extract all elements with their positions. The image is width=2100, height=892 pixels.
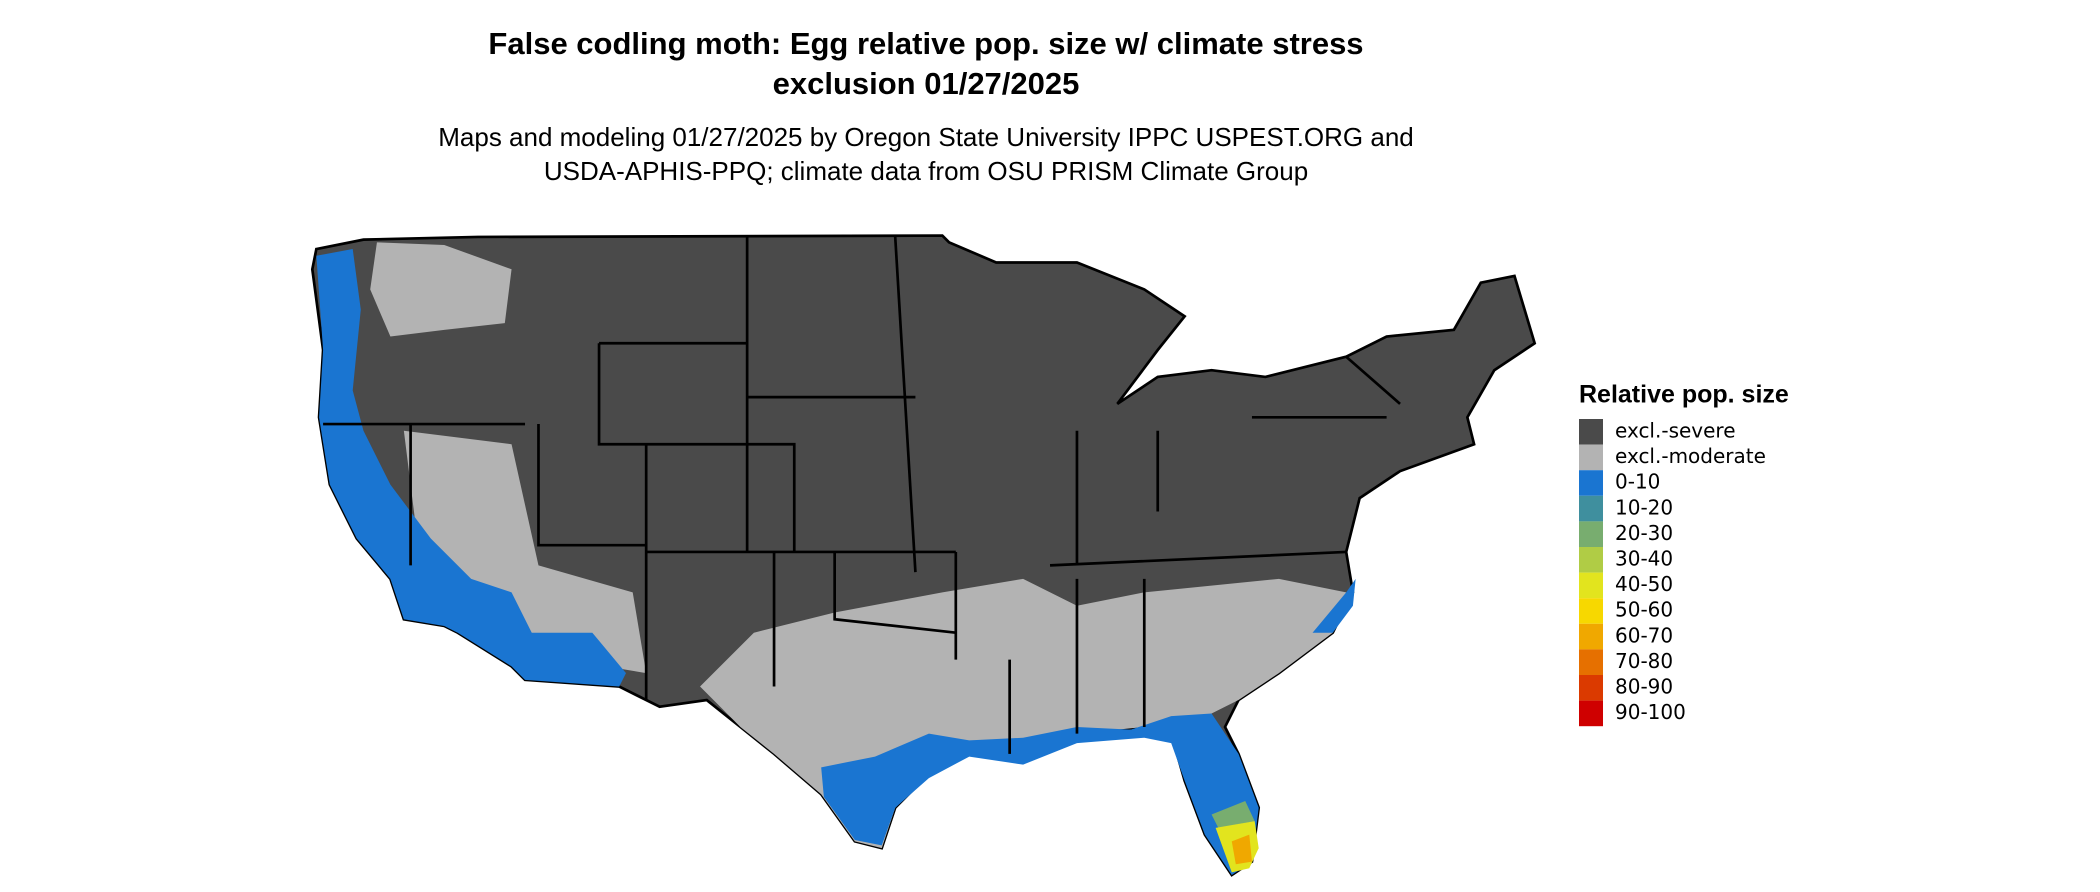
legend-label: 60-70	[1615, 623, 1673, 647]
subtitle: Maps and modeling 01/27/2025 by Oregon S…	[438, 122, 1414, 152]
region-0-10	[316, 249, 626, 687]
region-0-10	[821, 578, 1356, 876]
region-higher-pop	[1231, 834, 1252, 865]
legend-label: 0-10	[1615, 470, 1660, 494]
legend-label: 50-60	[1615, 598, 1673, 622]
legend-label: excl.-severe	[1615, 419, 1736, 443]
subtitle: USDA-APHIS-PPQ; climate data from OSU PR…	[544, 156, 1308, 186]
legend-swatch	[1579, 649, 1603, 675]
title: False codling moth: Egg relative pop. si…	[488, 26, 1363, 61]
legend-swatch	[1579, 547, 1603, 573]
legend-label: 30-40	[1615, 547, 1673, 571]
state-borders	[323, 236, 1401, 754]
legend-swatch	[1579, 521, 1603, 547]
us-map	[310, 234, 1537, 877]
legend-swatch	[1579, 419, 1603, 445]
legend-label: 20-30	[1615, 521, 1673, 545]
legend-title: Relative pop. size	[1579, 381, 1789, 409]
legend-label: 70-80	[1615, 649, 1673, 673]
legend-swatch	[1579, 495, 1603, 522]
legend-label: 80-90	[1615, 675, 1673, 699]
legend-swatch	[1579, 675, 1603, 701]
legend-swatch	[1579, 700, 1603, 727]
legend-label: 40-50	[1615, 572, 1673, 596]
region-higher-pop	[1211, 800, 1255, 828]
legend-swatch	[1579, 598, 1603, 624]
legend-label: 90-100	[1615, 700, 1686, 724]
title: exclusion 01/27/2025	[773, 66, 1080, 101]
legend-swatch	[1579, 572, 1603, 599]
legend-label: excl.-moderate	[1615, 444, 1766, 468]
legend-swatch	[1579, 623, 1603, 650]
legend-label: 10-20	[1615, 495, 1673, 519]
legend-swatch	[1579, 444, 1603, 471]
legend-swatch	[1579, 470, 1603, 496]
